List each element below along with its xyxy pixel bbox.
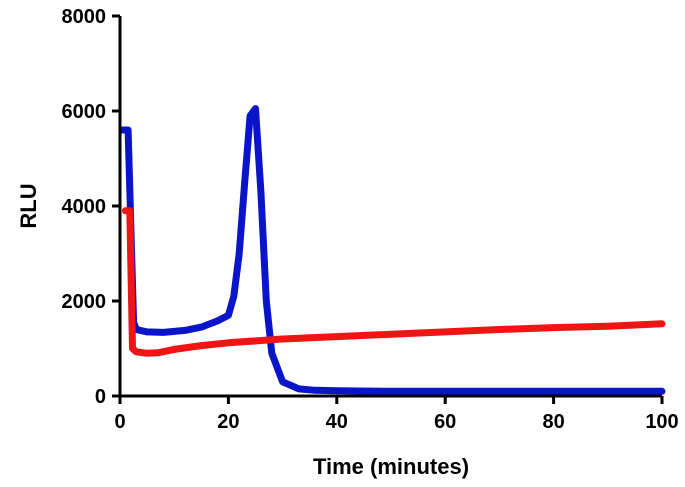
series-layer: [119, 105, 666, 395]
ticks-layer: 0 2000 4000 6000 8000 0 20 40 60 80 100: [62, 6, 679, 433]
x-tick-label: 60: [434, 411, 456, 433]
y-tick-label: 2000: [62, 291, 107, 313]
x-tick-label: 100: [645, 411, 678, 433]
y-tick-label: 6000: [62, 101, 107, 123]
y-tick-label: 0: [95, 386, 106, 408]
series-line-1: [119, 105, 666, 395]
axes-layer: [118, 16, 662, 398]
y-tick-label: 4000: [62, 196, 107, 218]
x-tick-label: 0: [114, 411, 125, 433]
x-tick-label: 40: [326, 411, 348, 433]
y-tick-label: 8000: [62, 6, 107, 28]
x-tick-label: 80: [542, 411, 564, 433]
x-axis-title: Time (minutes): [313, 454, 469, 479]
series-line-2: [121, 207, 666, 357]
x-tick-label: 20: [217, 411, 239, 433]
y-axis-title: RLU: [16, 183, 41, 228]
